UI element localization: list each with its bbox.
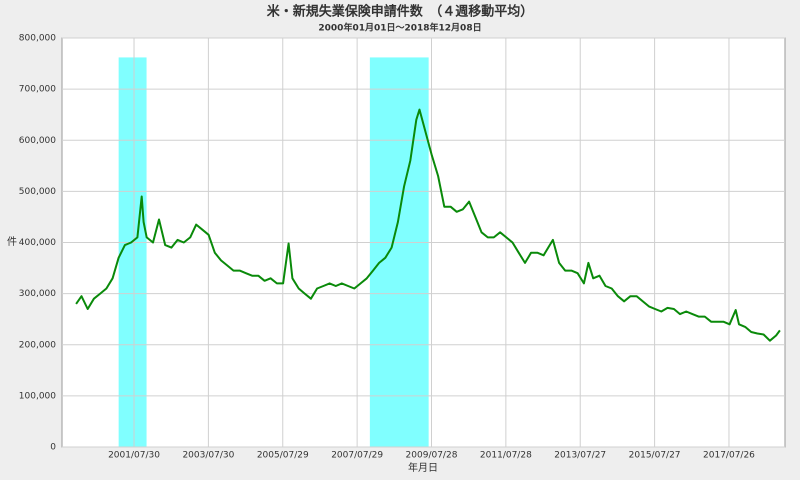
y-tick-label: 600,000 (19, 136, 56, 146)
x-tick-label: 2009/07/28 (406, 451, 458, 461)
y-tick-label: 500,000 (19, 187, 56, 197)
y-tick-label: 700,000 (19, 85, 56, 95)
y-tick-label: 800,000 (19, 34, 56, 44)
x-tick-label: 2011/07/28 (480, 451, 532, 461)
y-tick-label: 400,000 (19, 238, 56, 248)
x-tick-label: 2005/07/29 (257, 451, 309, 461)
y-tick-label: 100,000 (19, 391, 56, 401)
y-axis-label: 件 (7, 236, 17, 248)
x-tick-label: 2017/07/26 (703, 451, 755, 461)
y-tick-label: 300,000 (19, 289, 56, 299)
x-axis-label: 年月日 (408, 461, 438, 474)
shaded-region (118, 57, 147, 448)
shaded-region (369, 57, 429, 448)
x-tick-label: 2001/07/30 (108, 451, 160, 461)
data-line (75, 108, 781, 342)
x-tick-label: 2015/07/27 (629, 451, 681, 461)
chart-subtitle: 2000年01月01日～2018年12月08日 (318, 22, 481, 34)
x-tick-label: 2003/07/30 (182, 451, 234, 461)
x-tick-label: 2013/07/27 (554, 451, 606, 461)
y-tick-label: 200,000 (19, 340, 56, 350)
x-tick-label: 2007/07/29 (331, 451, 383, 461)
y-tick-label: 0 (50, 443, 56, 453)
chart-title: 米・新規失業保険申請件数 （４週移動平均） (267, 4, 534, 20)
